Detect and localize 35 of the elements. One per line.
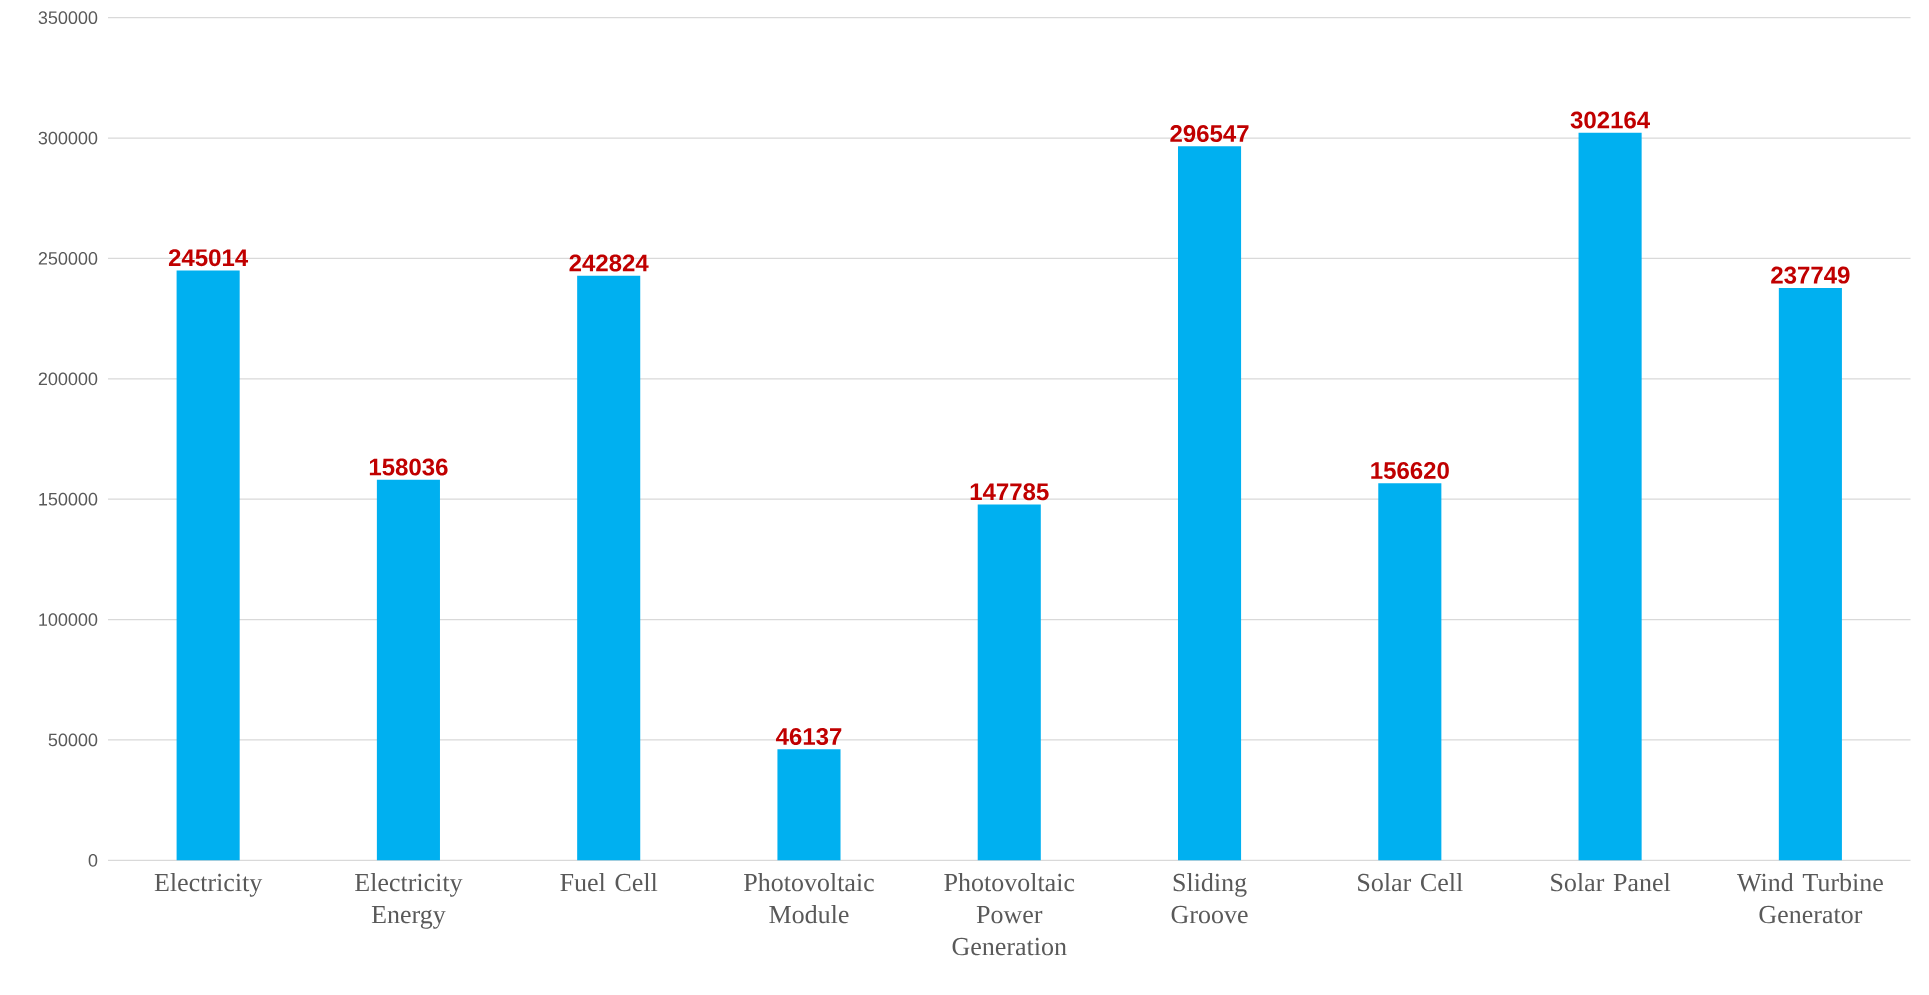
x-tick-label: Solar Panel (1551, 873, 1671, 892)
y-tick-label: 100000 (39, 613, 98, 626)
y-tick-label: 0 (88, 853, 98, 867)
bar (777, 749, 841, 861)
x-tick-label: Electricity (154, 873, 263, 897)
bar (176, 270, 240, 861)
data-label: 156620 (1371, 461, 1449, 479)
x-tick-label: Sliding Groove (1171, 873, 1248, 924)
x-tick-label: Photovoltaic Power Generation (944, 873, 1075, 956)
data-label: 245014 (168, 249, 249, 267)
x-tick-label: Wind Turbine Generator (1737, 873, 1883, 924)
y-tick-label: 350000 (38, 11, 98, 25)
data-label: 147785 (970, 483, 1049, 501)
x-tick-label: Electricity Energy (355, 873, 463, 929)
data-label: 242824 (569, 254, 649, 272)
bar (1578, 132, 1642, 861)
x-tick-label: Fuel Cell (560, 873, 658, 892)
bar (1177, 146, 1242, 861)
data-label: 302164 (1570, 111, 1650, 129)
y-tick-label: 250000 (38, 252, 98, 265)
data-label: 46137 (775, 727, 842, 745)
bar (1378, 483, 1442, 861)
data-label: 158036 (369, 458, 448, 476)
data-label: 296547 (1170, 125, 1249, 143)
x-tick-label: Solar Cell (1358, 873, 1463, 892)
y-tick-label: 50000 (48, 733, 98, 747)
bar (977, 504, 1041, 861)
x-tick-label: Photovoltaic Module (744, 873, 874, 924)
y-tick-label: 200000 (38, 372, 98, 386)
y-tick-label: 150000 (39, 492, 98, 506)
data-label: 237749 (1771, 266, 1850, 284)
bar (1778, 287, 1842, 861)
y-tick-label: 300000 (38, 131, 98, 145)
bar (577, 275, 641, 861)
bar (376, 479, 440, 861)
